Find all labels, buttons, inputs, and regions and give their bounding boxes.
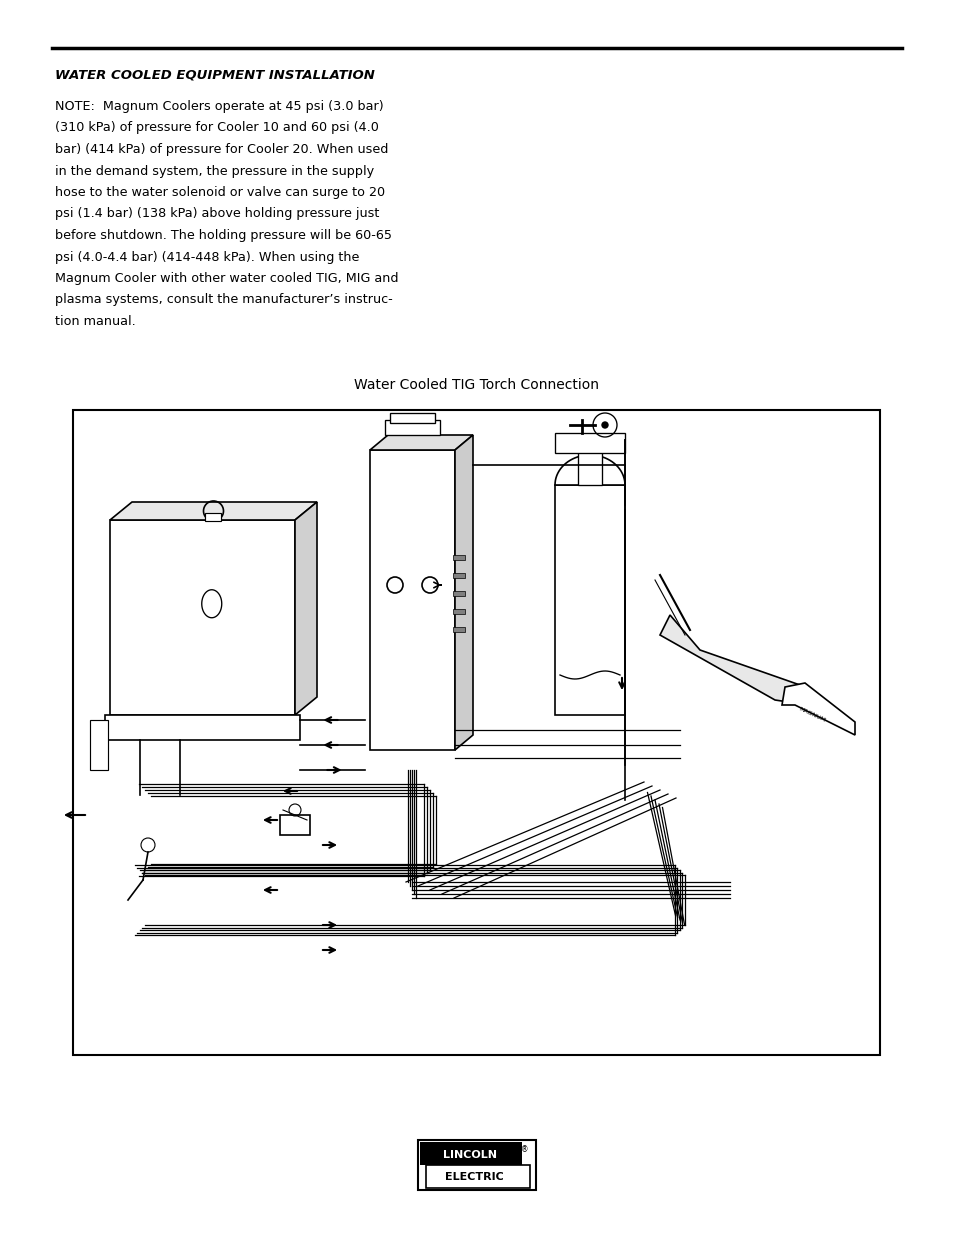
Bar bbox=[555, 485, 624, 715]
Text: MAGNUM: MAGNUM bbox=[798, 706, 826, 722]
Text: (310 kPa) of pressure for Cooler 10 and 60 psi (4.0: (310 kPa) of pressure for Cooler 10 and … bbox=[55, 121, 378, 135]
Bar bbox=[419, 1142, 521, 1165]
Bar bbox=[555, 433, 624, 453]
Text: NOTE:  Magnum Coolers operate at 45 psi (3.0 bar): NOTE: Magnum Coolers operate at 45 psi (… bbox=[55, 100, 383, 112]
Polygon shape bbox=[781, 683, 854, 735]
Text: bar) (414 kPa) of pressure for Cooler 20. When used: bar) (414 kPa) of pressure for Cooler 20… bbox=[55, 143, 388, 156]
Bar bbox=[110, 520, 294, 715]
Bar bbox=[453, 592, 464, 597]
Bar bbox=[390, 412, 435, 424]
Bar bbox=[73, 410, 879, 1055]
Bar bbox=[417, 1140, 536, 1191]
Bar bbox=[578, 450, 601, 485]
Text: LINCOLN: LINCOLN bbox=[442, 1150, 497, 1160]
Bar bbox=[90, 720, 108, 769]
Text: Water Cooled TIG Torch Connection: Water Cooled TIG Torch Connection bbox=[355, 378, 598, 391]
Text: before shutdown. The holding pressure will be 60-65: before shutdown. The holding pressure wi… bbox=[55, 228, 392, 242]
Text: ELECTRIC: ELECTRIC bbox=[444, 1172, 503, 1182]
Polygon shape bbox=[555, 454, 624, 485]
Bar bbox=[453, 555, 464, 559]
Polygon shape bbox=[370, 435, 473, 450]
Text: WATER COOLED EQUIPMENT INSTALLATION: WATER COOLED EQUIPMENT INSTALLATION bbox=[55, 68, 375, 82]
Bar bbox=[385, 420, 439, 435]
Bar bbox=[370, 450, 455, 750]
Text: Magnum Cooler with other water cooled TIG, MIG and: Magnum Cooler with other water cooled TI… bbox=[55, 272, 398, 285]
Circle shape bbox=[601, 422, 607, 429]
Bar bbox=[105, 715, 299, 740]
Bar bbox=[280, 815, 310, 835]
Bar bbox=[205, 513, 221, 521]
Bar bbox=[453, 627, 464, 632]
Polygon shape bbox=[455, 435, 473, 750]
Bar bbox=[426, 1165, 530, 1188]
Bar bbox=[453, 609, 464, 614]
Polygon shape bbox=[110, 501, 316, 520]
Text: in the demand system, the pressure in the supply: in the demand system, the pressure in th… bbox=[55, 164, 374, 178]
Polygon shape bbox=[201, 590, 221, 618]
Bar bbox=[453, 573, 464, 578]
Text: plasma systems, consult the manufacturer’s instruc-: plasma systems, consult the manufacturer… bbox=[55, 294, 393, 306]
Text: ®: ® bbox=[520, 1145, 528, 1153]
Text: psi (4.0-4.4 bar) (414-448 kPa). When using the: psi (4.0-4.4 bar) (414-448 kPa). When us… bbox=[55, 251, 359, 263]
Text: tion manual.: tion manual. bbox=[55, 315, 135, 329]
Text: psi (1.4 bar) (138 kPa) above holding pressure just: psi (1.4 bar) (138 kPa) above holding pr… bbox=[55, 207, 379, 221]
Text: hose to the water solenoid or valve can surge to 20: hose to the water solenoid or valve can … bbox=[55, 186, 385, 199]
Polygon shape bbox=[294, 501, 316, 715]
Polygon shape bbox=[659, 615, 800, 703]
